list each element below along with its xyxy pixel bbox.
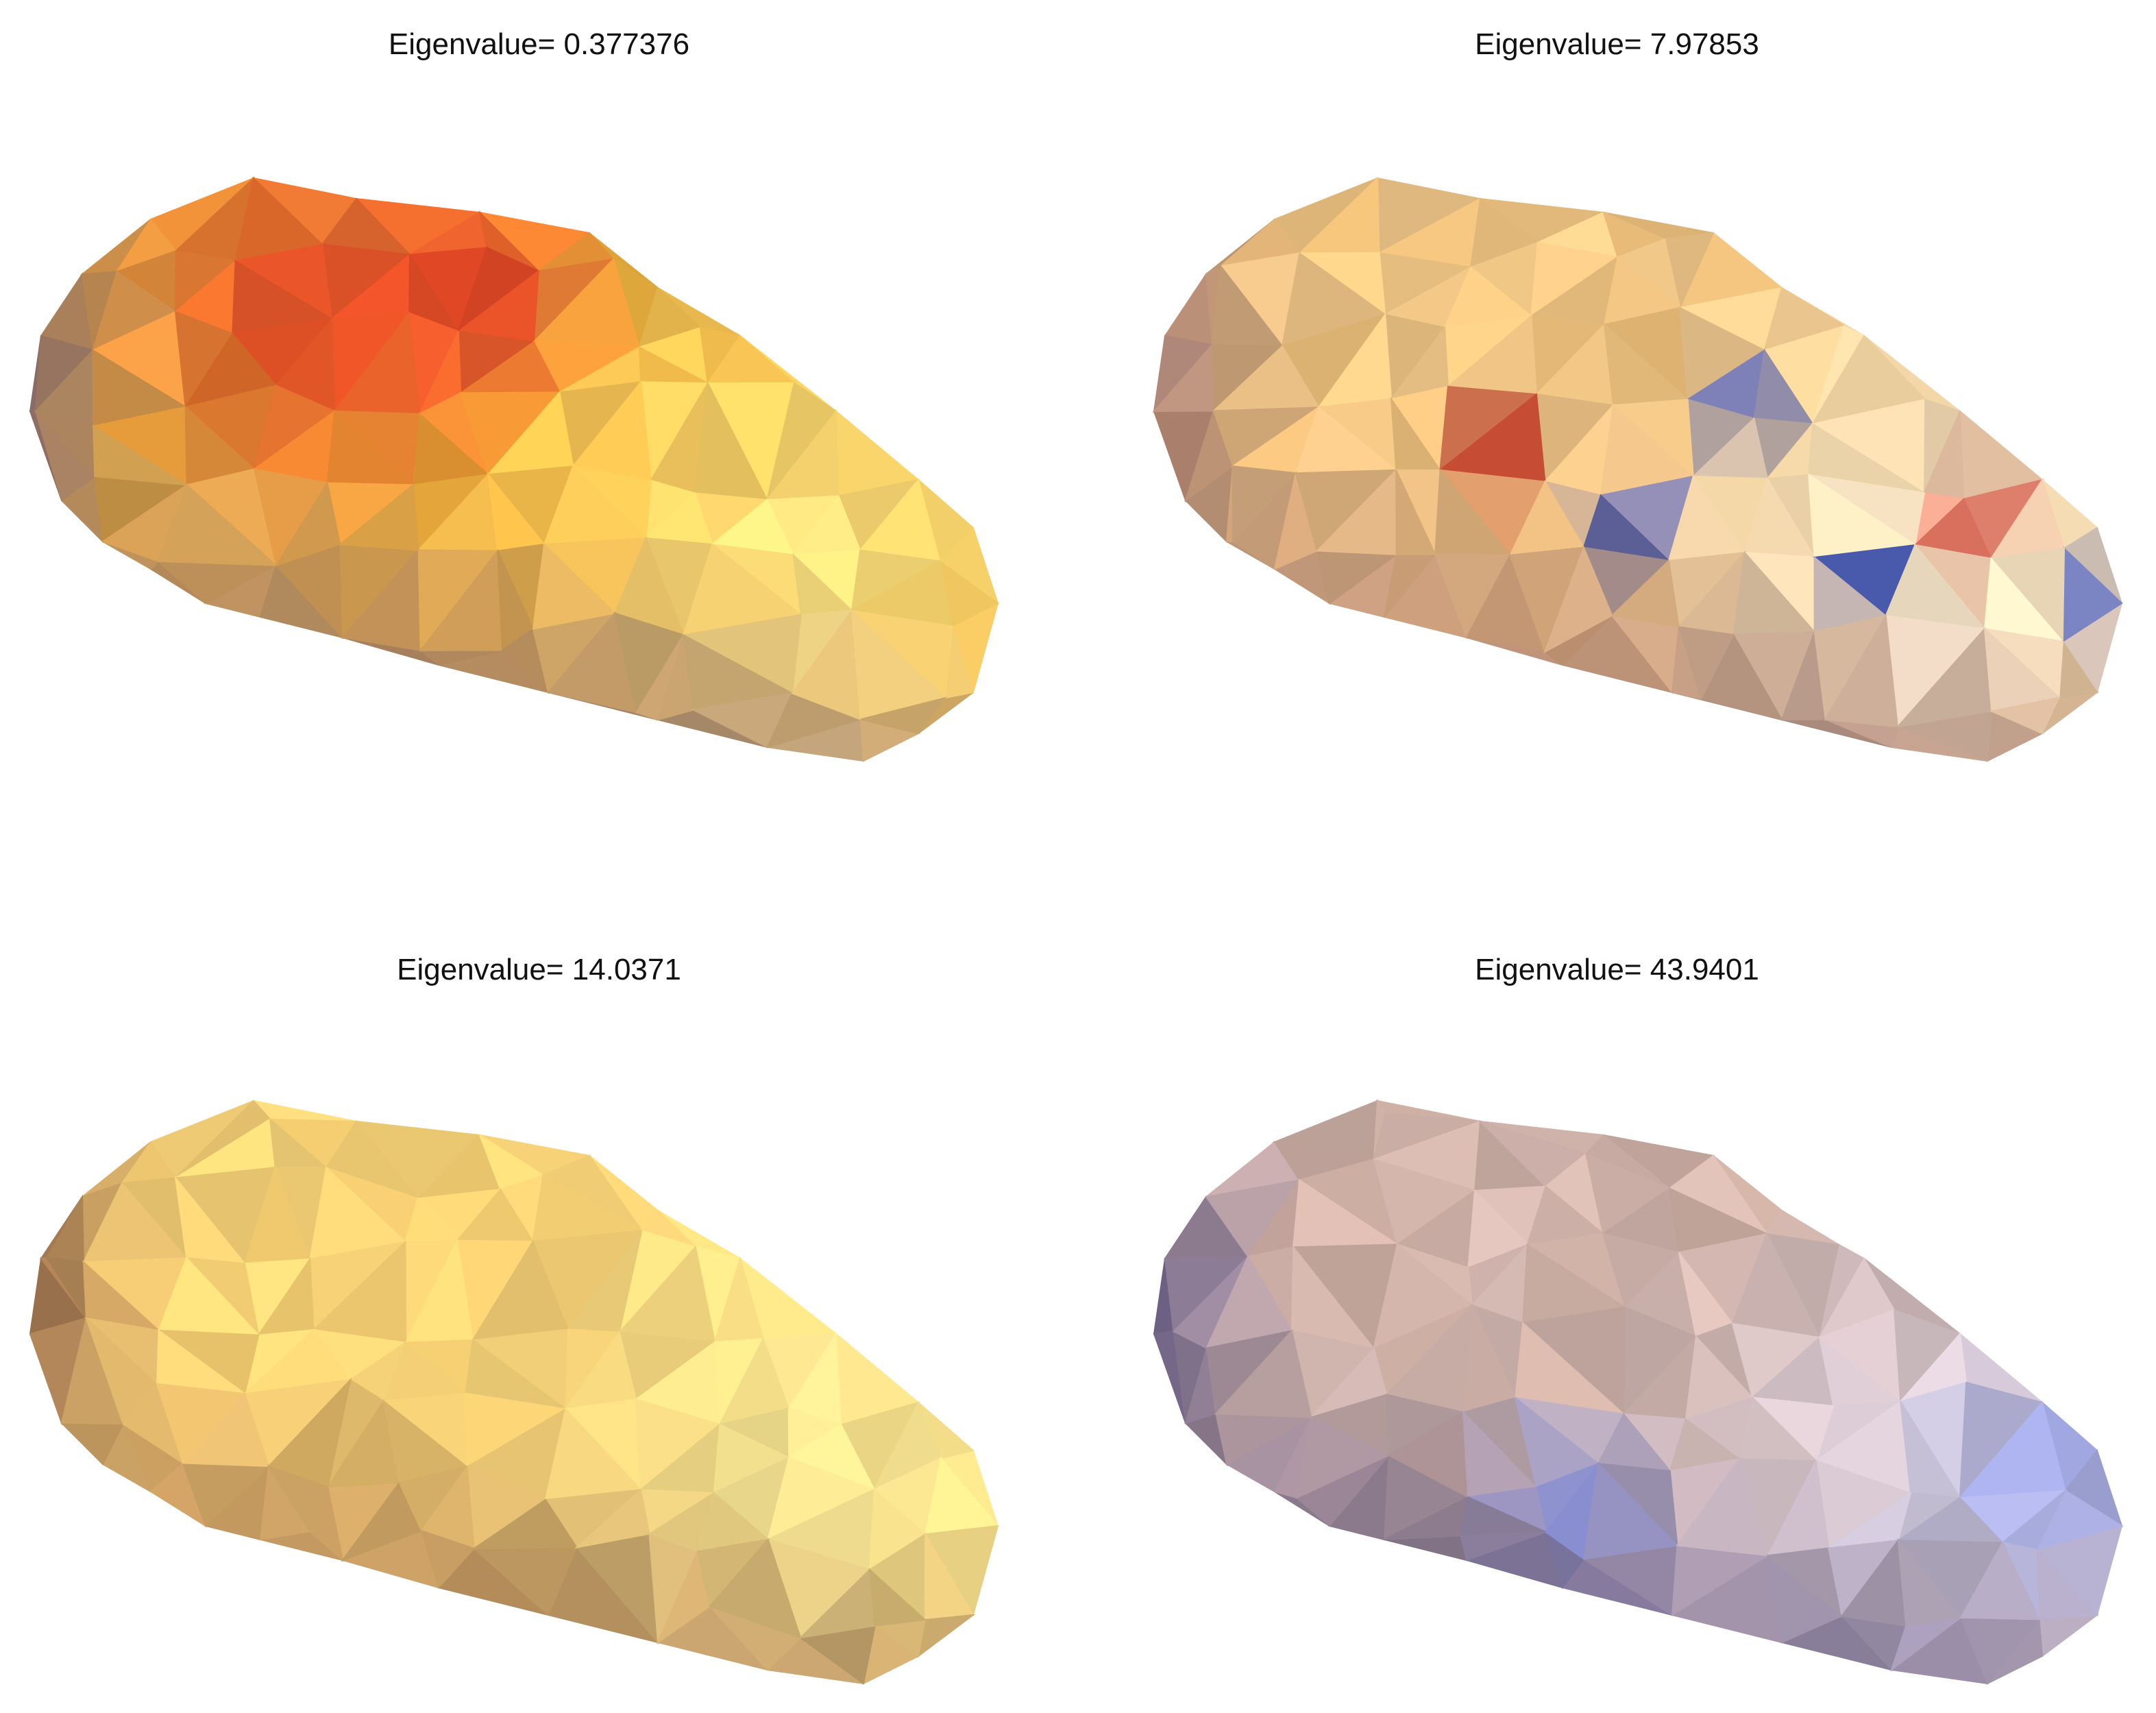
mesh-facet <box>1897 1538 1963 1627</box>
mesh-group <box>1153 1098 2124 1685</box>
mesh-facet <box>157 483 278 566</box>
mesh-facet <box>1232 465 1297 544</box>
mode-panel-4: Eigenvalue= 43.9401 <box>1078 857 2156 1713</box>
mesh-facet <box>1295 1416 1391 1499</box>
panel-title-4: Eigenvalue= 43.9401 <box>1475 953 1759 986</box>
mesh-facet <box>1989 696 2061 735</box>
panel-title-3: Eigenvalue= 14.0371 <box>397 953 681 986</box>
mesh-facet <box>1164 272 1213 346</box>
mesh-facet <box>274 481 341 567</box>
mesh-facet <box>267 1465 329 1533</box>
mesh-facet <box>574 1488 650 1549</box>
mesh-facet <box>860 696 947 735</box>
mesh-facet <box>45 1194 84 1263</box>
mesh-facet <box>1582 1462 1679 1560</box>
mesh-facet <box>1676 1457 1769 1557</box>
mesh-facet <box>2038 1614 2100 1657</box>
mode-panel-3: Eigenvalue= 14.0371 <box>0 857 1078 1713</box>
mesh-surface-3 <box>29 1100 999 1685</box>
mesh-facet <box>471 1498 578 1550</box>
mesh-facet <box>1610 559 1680 628</box>
mesh-facet <box>917 1614 976 1658</box>
mesh-facet <box>1824 613 1899 728</box>
mesh-facet <box>532 542 617 630</box>
mesh-facet <box>420 1529 476 1589</box>
mesh-surface-1 <box>29 176 999 762</box>
mesh-surface-4 <box>1153 1098 2124 1685</box>
mesh-facet <box>1395 470 1436 555</box>
mesh-facet <box>93 424 188 486</box>
mesh-facet <box>868 1568 927 1627</box>
mode-panel-2: Eigenvalue= 7.97853 <box>1078 0 2156 856</box>
panel-title-2: Eigenvalue= 7.97853 <box>1475 27 1759 61</box>
mesh-facet <box>1678 626 1735 701</box>
mesh-facet <box>1959 1541 2041 1620</box>
mode-panel-1: Eigenvalue= 0.377376 <box>0 0 1078 856</box>
mesh-facet <box>338 483 419 551</box>
mesh-facet <box>708 1538 802 1639</box>
mesh-facet <box>181 1392 270 1468</box>
mesh-group <box>29 1100 999 1685</box>
mesh-group <box>29 176 999 762</box>
mesh-group <box>1152 176 2123 762</box>
mesh-facet <box>1460 1531 1547 1562</box>
panel-title-1: Eigenvalue= 0.377376 <box>388 27 690 61</box>
mesh-facet <box>1543 546 1613 654</box>
mesh-facet <box>1214 1329 1312 1418</box>
mesh-surface-2 <box>1152 176 2123 762</box>
